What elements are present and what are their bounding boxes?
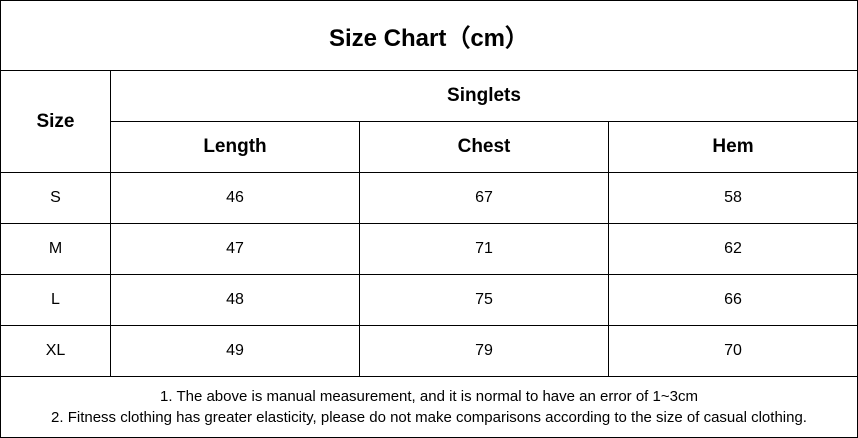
length-cell: 49 [110, 325, 360, 377]
chest-column-header: Chest [359, 121, 609, 173]
length-cell: 48 [110, 274, 360, 326]
notes-row: 1. The above is manual measurement, and … [0, 376, 858, 438]
table-row: L 48 75 66 [0, 274, 858, 326]
hem-cell: 66 [608, 274, 858, 326]
length-cell: 47 [110, 223, 360, 275]
size-cell: M [0, 223, 111, 275]
size-cell: S [0, 172, 111, 224]
size-cell: XL [0, 325, 111, 377]
group-header-row: Size Singlets [0, 70, 858, 173]
length-column-header: Length [110, 121, 360, 173]
column-header-row: Length Chest Hem [1, 121, 858, 173]
hem-cell: 62 [608, 223, 858, 275]
hem-cell: 70 [608, 325, 858, 377]
note-line: 2. Fitness clothing has greater elastici… [51, 409, 807, 426]
chest-cell: 67 [359, 172, 609, 224]
hem-column-header: Hem [608, 121, 858, 173]
hem-cell: 58 [608, 172, 858, 224]
table-row: XL 49 79 70 [0, 325, 858, 377]
size-column-header: Size [0, 70, 111, 173]
size-cell: L [0, 274, 111, 326]
title-row: Size Chart（cm） [0, 0, 858, 71]
length-cell: 46 [110, 172, 360, 224]
chest-cell: 71 [359, 223, 609, 275]
singlets-group-header: Singlets [110, 70, 858, 122]
chest-cell: 75 [359, 274, 609, 326]
table-row: M 47 71 62 [0, 223, 858, 275]
chest-cell: 79 [359, 325, 609, 377]
note-line: 1. The above is manual measurement, and … [160, 388, 698, 405]
notes-cell: 1. The above is manual measurement, and … [0, 376, 858, 438]
table-row: S 46 67 58 [0, 172, 858, 224]
chart-title: Size Chart（cm） [0, 0, 858, 71]
